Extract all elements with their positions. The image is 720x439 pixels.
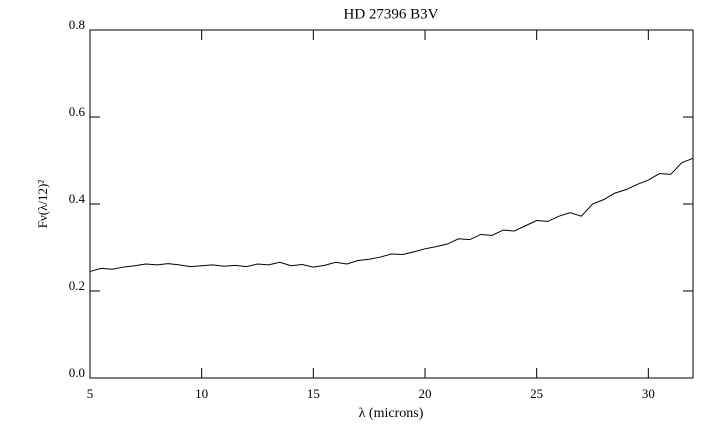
y-tick-label: 0.4 bbox=[69, 191, 86, 206]
y-axis-label: Fν(λ/12)² bbox=[35, 180, 50, 229]
y-tick-label: 0.0 bbox=[69, 365, 85, 380]
plot-frame bbox=[89, 29, 694, 379]
x-tick-label: 25 bbox=[530, 386, 543, 401]
x-tick-label: 15 bbox=[307, 386, 320, 401]
x-tick-label: 10 bbox=[195, 386, 208, 401]
x-tick-label: 20 bbox=[419, 386, 432, 401]
spectrum-line bbox=[89, 157, 694, 272]
chart-title: HD 27396 B3V bbox=[343, 6, 438, 22]
x-axis-label: λ (microns) bbox=[359, 406, 424, 421]
x-tick-label: 30 bbox=[642, 386, 655, 401]
x-tick-label: 5 bbox=[87, 386, 94, 401]
y-tick-label: 0.2 bbox=[69, 278, 85, 293]
y-tick-label: 0.8 bbox=[69, 17, 85, 32]
y-tick-label: 0.6 bbox=[69, 104, 86, 119]
